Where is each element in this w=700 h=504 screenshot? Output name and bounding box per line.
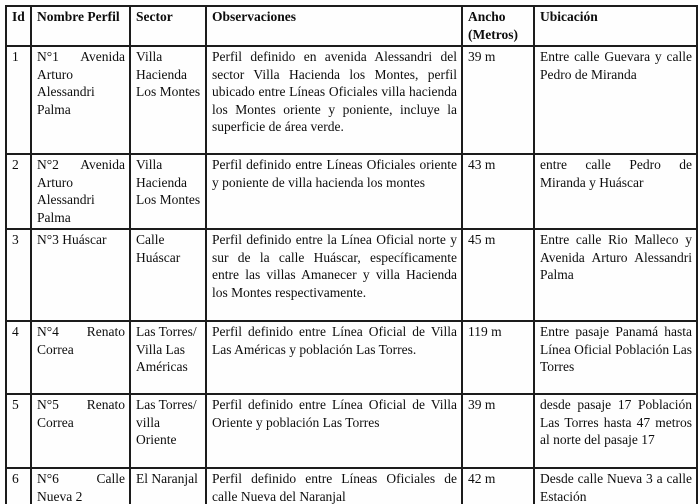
cell-sector: Calle Huáscar: [129, 228, 207, 322]
cell-nombre-perfil: N°3 Huáscar: [30, 228, 131, 322]
header-ancho-metros: Ancho (Metros): [461, 5, 535, 47]
cell-ancho: 119 m: [461, 320, 535, 395]
header-ubicacion: Ubicación: [533, 5, 698, 47]
cell-sector: Villa Hacienda Los Montes: [129, 45, 207, 155]
table-row: 3 N°3 Huáscar Calle Huáscar Perfil defin…: [5, 228, 698, 322]
cell-observaciones: Perfil definido entre Línea Oficial de V…: [205, 320, 463, 395]
cell-id: 1: [5, 45, 32, 155]
header-sector: Sector: [129, 5, 207, 47]
cell-ubicacion: Entre calle Guevara y calle Pedro de Mir…: [533, 45, 698, 155]
cell-ancho: 43 m: [461, 153, 535, 230]
table-header-row: Id Nombre Perfil Sector Observaciones An…: [5, 5, 698, 47]
cell-ubicacion: Entre calle Rio Malleco y Avenida Arturo…: [533, 228, 698, 322]
cell-observaciones: Perfil definido entre la Línea Oficial n…: [205, 228, 463, 322]
cell-sector: El Naranjal: [129, 467, 207, 504]
cell-nombre-perfil: N°2 Avenida Arturo Alessandri Palma: [30, 153, 131, 230]
cell-observaciones: Perfil definido entre Líneas Oficiales d…: [205, 467, 463, 504]
table-row: 6 N°6 Calle Nueva 2 El Naranjal Perfil d…: [5, 467, 698, 504]
header-nombre-perfil: Nombre Perfil: [30, 5, 131, 47]
cell-sector: Villa Hacienda Los Montes: [129, 153, 207, 230]
cell-ancho: 39 m: [461, 45, 535, 155]
cell-ancho: 39 m: [461, 393, 535, 469]
street-profiles-table: Id Nombre Perfil Sector Observaciones An…: [5, 5, 698, 504]
cell-nombre-perfil: N°4 Renato Correa: [30, 320, 131, 395]
cell-observaciones: Perfil definido entre Línea Oficial de V…: [205, 393, 463, 469]
cell-ubicacion: Entre pasaje Panamá hasta Línea Oficial …: [533, 320, 698, 395]
cell-observaciones: Perfil definido en avenida Alessandri de…: [205, 45, 463, 155]
table-row: 1 N°1 Avenida Arturo Alessandri Palma Vi…: [5, 45, 698, 155]
table-row: 4 N°4 Renato Correa Las Torres/ Villa La…: [5, 320, 698, 395]
header-observaciones: Observaciones: [205, 5, 463, 47]
cell-id: 6: [5, 467, 32, 504]
cell-sector: Las Torres/ villa Oriente: [129, 393, 207, 469]
cell-nombre-perfil: N°6 Calle Nueva 2: [30, 467, 131, 504]
table-row: 2 N°2 Avenida Arturo Alessandri Palma Vi…: [5, 153, 698, 230]
cell-ancho: 42 m: [461, 467, 535, 504]
cell-observaciones: Perfil definido entre Líneas Oficiales o…: [205, 153, 463, 230]
cell-ubicacion: entre calle Pedro de Miranda y Huáscar: [533, 153, 698, 230]
cell-sector: Las Torres/ Villa Las Américas: [129, 320, 207, 395]
cell-id: 2: [5, 153, 32, 230]
cell-id: 3: [5, 228, 32, 322]
cell-nombre-perfil: N°5 Renato Correa: [30, 393, 131, 469]
cell-ancho: 45 m: [461, 228, 535, 322]
table-row: 5 N°5 Renato Correa Las Torres/ villa Or…: [5, 393, 698, 469]
cell-id: 4: [5, 320, 32, 395]
cell-nombre-perfil: N°1 Avenida Arturo Alessandri Palma: [30, 45, 131, 155]
cell-ubicacion: Desde calle Nueva 3 a calle Estación: [533, 467, 698, 504]
cell-id: 5: [5, 393, 32, 469]
header-id: Id: [5, 5, 32, 47]
cell-ubicacion: desde pasaje 17 Población Las Torres has…: [533, 393, 698, 469]
